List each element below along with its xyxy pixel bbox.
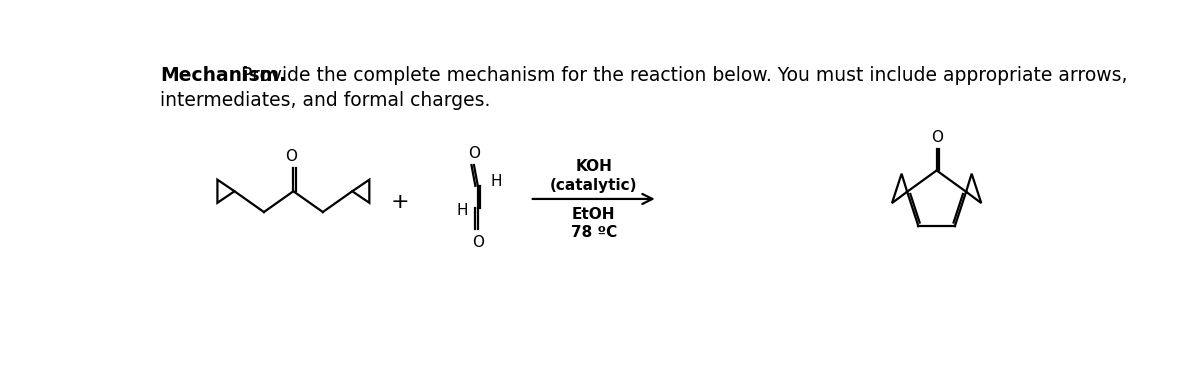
Text: 78 ºC: 78 ºC [570, 225, 617, 240]
Text: O: O [931, 130, 943, 145]
Text: H: H [456, 203, 468, 218]
Text: O: O [468, 146, 480, 161]
Text: O: O [286, 149, 298, 164]
Text: +: + [390, 192, 409, 212]
Text: H: H [491, 174, 502, 189]
Text: Provide the complete mechanism for the reaction below. You must include appropri: Provide the complete mechanism for the r… [235, 66, 1128, 85]
Text: (catalytic): (catalytic) [550, 178, 637, 193]
Text: O: O [472, 235, 484, 250]
Text: KOH: KOH [575, 159, 612, 174]
Text: Mechanism.: Mechanism. [160, 66, 287, 85]
Text: EtOH: EtOH [572, 207, 616, 222]
Text: intermediates, and formal charges.: intermediates, and formal charges. [160, 91, 491, 110]
